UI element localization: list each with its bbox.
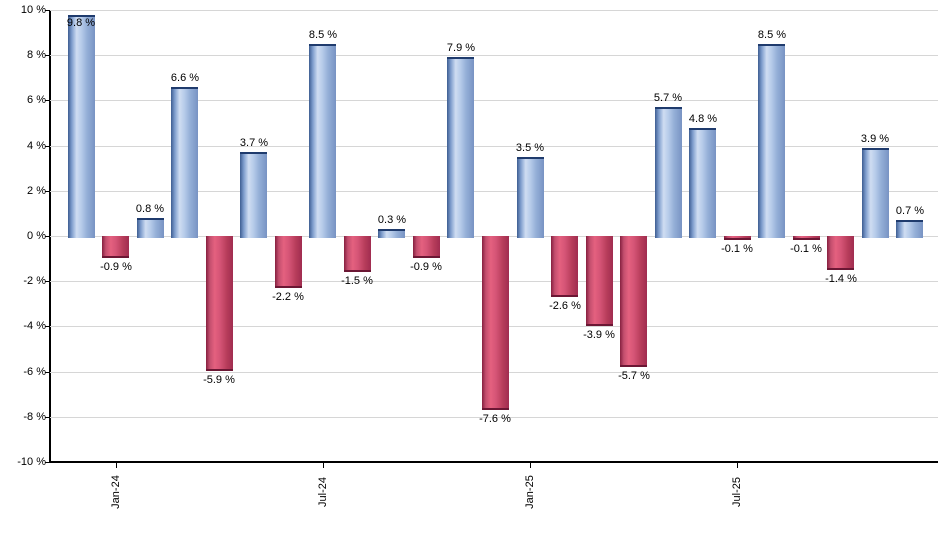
x-axis-tick [737,462,738,468]
y-axis-tick [45,55,49,56]
gridline [50,146,938,147]
bar-positive [309,44,336,238]
bar-positive [517,157,544,238]
x-axis-tick [116,462,117,468]
x-axis-tick-label: Jul-24 [317,477,329,507]
x-axis-tick [323,462,324,468]
y-axis-tick-label: -6 % [23,366,46,378]
bar-value-label: -2.2 % [272,291,304,303]
x-axis-tick-label: Jan-24 [110,475,122,509]
bar-negative [586,236,613,326]
bar-negative [206,236,233,371]
bar-negative [620,236,647,367]
bar-value-label: 0.8 % [135,203,165,215]
bar-value-label: 0.3 % [377,214,407,226]
y-axis-tick [45,236,49,237]
bar-positive [689,128,716,238]
bar-value-label: -5.9 % [203,374,235,386]
y-axis-tick-label: 10 % [20,4,46,16]
bar-negative [827,236,854,270]
y-axis-tick [45,281,49,282]
bar-negative [413,236,440,258]
bar-value-label: 4.8 % [688,113,718,125]
bar-value-label: 7.9 % [446,42,476,54]
bar-value-label: 9.8 % [66,17,96,29]
bar-positive [171,87,198,238]
bar-positive [862,148,889,238]
bar-value-label: 5.7 % [653,92,683,104]
y-axis-tick [45,462,49,463]
bar-value-label: -0.1 % [790,243,822,255]
bar-value-label: -5.7 % [618,370,650,382]
y-axis-tick [45,10,49,11]
bar-value-label: -2.6 % [549,300,581,312]
bar-value-label: 3.7 % [239,137,269,149]
bar-negative [275,236,302,288]
bar-negative [793,236,820,240]
y-axis-tick [45,417,49,418]
bar-positive [758,44,785,238]
y-axis-tick-label: -4 % [23,320,46,332]
y-axis-tick-label: -8 % [23,411,46,423]
y-axis-tick-label: 8 % [27,49,46,61]
bar-value-label: -0.1 % [721,243,753,255]
y-axis-tick-label: -2 % [23,275,46,287]
bar-value-label: -0.9 % [100,261,132,273]
bar-value-label: 3.5 % [515,142,545,154]
bar-positive [68,15,95,238]
gridline [50,100,938,101]
bar-value-label: -7.6 % [479,413,511,425]
bar-positive [240,152,267,238]
bar-value-label: -3.9 % [583,329,615,341]
x-axis-tick-label: Jan-25 [524,475,536,509]
bar-positive [137,218,164,238]
x-axis-tick [530,462,531,468]
gridline [50,417,938,418]
y-axis-tick-label: -10 % [17,456,46,468]
bar-value-label: 6.6 % [170,72,200,84]
gridline [50,55,938,56]
y-axis-tick [45,191,49,192]
bar-negative [102,236,129,258]
y-axis-tick-label: 0 % [27,230,46,242]
bar-positive [896,220,923,238]
bar-positive [447,57,474,238]
bar-value-label: 8.5 % [308,29,338,41]
bar-value-label: -1.4 % [825,273,857,285]
x-axis-line [49,461,938,463]
y-axis-tick [45,100,49,101]
bar-negative [551,236,578,297]
bar-value-label: -0.9 % [410,261,442,273]
gridline [50,10,938,11]
bar-negative [482,236,509,410]
y-axis-tick [45,326,49,327]
bar-value-label: 3.9 % [860,133,890,145]
bar-positive [655,107,682,238]
y-axis-tick-label: 2 % [27,185,46,197]
x-axis-tick-label: Jul-25 [731,477,743,507]
bar-value-label: -1.5 % [341,275,373,287]
y-axis-tick [45,372,49,373]
bar-value-label: 8.5 % [757,29,787,41]
bar-negative [724,236,751,240]
bar-negative [344,236,371,272]
y-axis-tick-label: 4 % [27,140,46,152]
y-axis-tick [45,146,49,147]
bar-positive [378,229,405,238]
gridline [50,191,938,192]
bar-value-label: 0.7 % [895,205,925,217]
y-axis-tick-label: 6 % [27,94,46,106]
